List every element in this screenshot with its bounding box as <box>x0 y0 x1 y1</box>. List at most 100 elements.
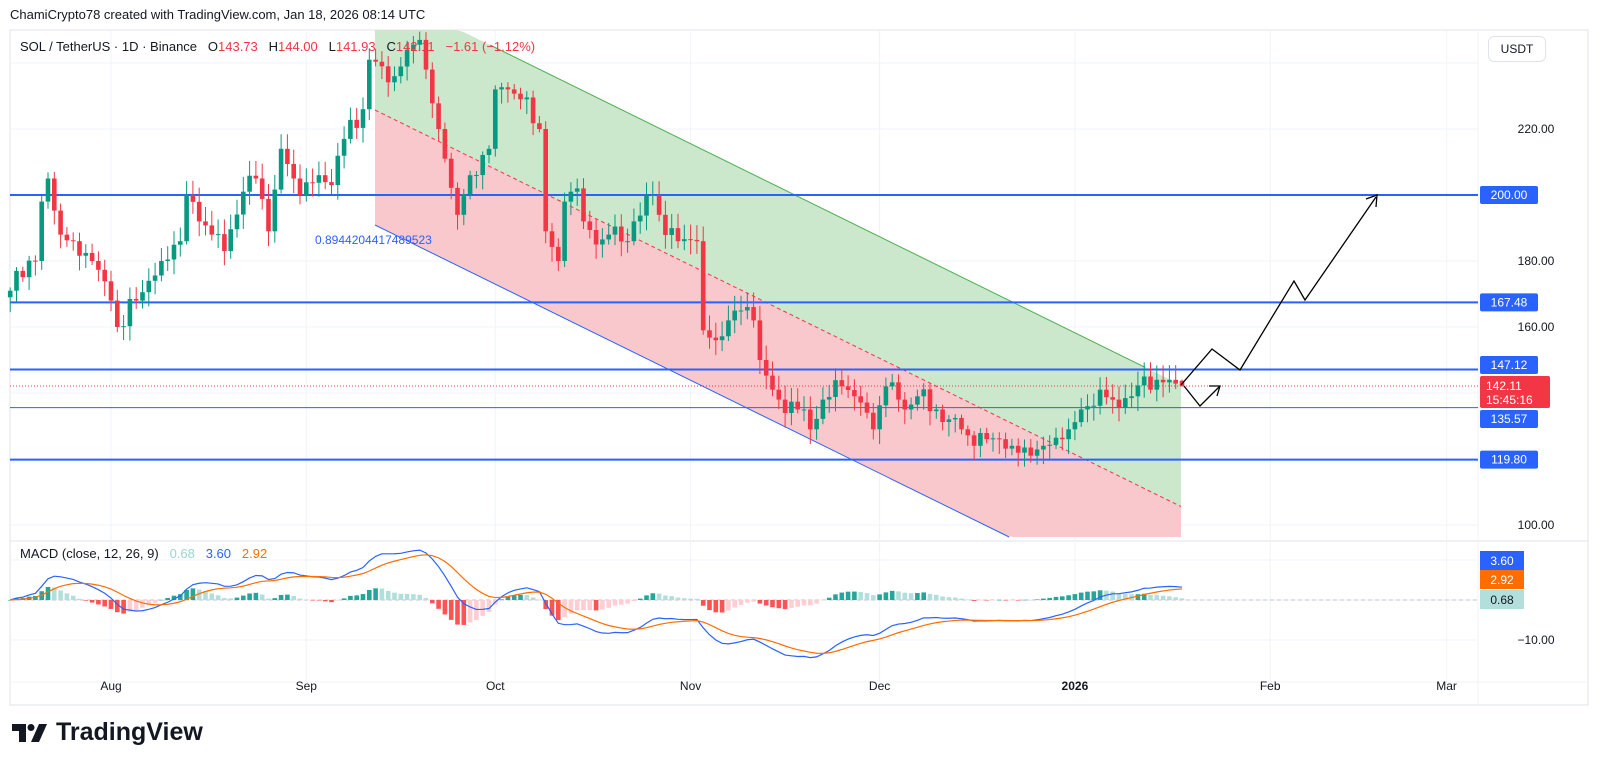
candle-body <box>121 326 126 328</box>
candle-countdown: 15:45:16 <box>1486 393 1533 407</box>
macd-hist-bar <box>448 600 454 620</box>
macd-hist-bar <box>518 594 523 600</box>
symbol-title: SOL / TetherUS · 1D · Binance <box>20 39 198 54</box>
macd-hist-bar <box>1179 598 1185 600</box>
time-tick-label: Mar <box>1436 679 1457 693</box>
macd-hist-bar <box>1028 599 1034 601</box>
candle-body <box>77 241 82 256</box>
projection-path <box>1180 196 1377 386</box>
candle-body <box>52 178 57 211</box>
candle-body <box>316 175 322 183</box>
close-label: C <box>386 39 396 54</box>
candle-body <box>908 404 914 410</box>
currency-button[interactable]: USDT <box>1488 36 1546 62</box>
macd-hist-bar <box>700 600 706 606</box>
macd-hist-bar <box>215 595 221 600</box>
price-tick-label: 180.00 <box>1518 254 1555 268</box>
candle-body <box>379 61 385 67</box>
macd-hist-bar <box>115 600 120 613</box>
candle-body <box>335 155 341 186</box>
candle-body <box>1141 376 1147 386</box>
candle-body <box>436 103 441 129</box>
candle-body <box>1091 405 1097 407</box>
candle-body <box>1060 437 1065 440</box>
time-tick-label: Oct <box>486 679 505 693</box>
candle-body <box>719 336 725 341</box>
macd-hist-bar <box>763 600 769 606</box>
candle-body <box>133 298 139 301</box>
macd-hist-bar <box>637 598 643 600</box>
candle-body <box>637 215 643 222</box>
tradingview-logo[interactable]: TradingView <box>12 718 203 747</box>
macd-hist-bar <box>1060 596 1065 600</box>
macd-hist-bar <box>530 597 536 600</box>
macd-hist-bar <box>770 600 775 608</box>
macd-hist-bar <box>1047 597 1052 600</box>
signal-line <box>10 554 1183 654</box>
candle-body <box>1078 409 1084 423</box>
macd-hist-bar <box>291 595 296 600</box>
hist-value-badge-label: 0.68 <box>1490 593 1514 607</box>
candle-body <box>952 417 958 420</box>
macd-hist-bar <box>58 590 63 600</box>
candle-body <box>965 429 971 436</box>
macd-hist-bar <box>908 593 914 600</box>
macd-hist-bar <box>997 599 1002 601</box>
macd-hist-bar <box>310 600 315 601</box>
macd-hist-bar <box>562 600 567 618</box>
candle-body <box>814 418 819 430</box>
candle-body <box>285 148 290 164</box>
candle-body <box>96 261 101 270</box>
macd-hist-bar <box>354 595 359 600</box>
macd-hist-bar <box>757 600 763 604</box>
macd-hist-bar <box>367 589 372 600</box>
macd-hist-bar <box>1160 595 1166 600</box>
macd-hist-bar <box>171 595 177 600</box>
macd-hist-bar <box>902 592 908 600</box>
candle-body <box>367 59 372 110</box>
macd-hist-bar <box>247 593 252 600</box>
candle-body <box>474 175 479 177</box>
candle-body <box>902 399 908 410</box>
candle-body <box>852 390 857 397</box>
candle-body <box>1110 397 1115 400</box>
macd-hist-bar <box>606 600 611 608</box>
macd-hist-bar <box>209 593 215 600</box>
candle-body <box>915 396 920 405</box>
candle-body <box>102 269 107 282</box>
candle-body <box>871 412 876 430</box>
candle-body <box>1009 445 1015 449</box>
candle-body <box>291 163 296 179</box>
macd-hist-bar <box>436 600 441 609</box>
macd-hist-bar <box>971 600 977 601</box>
chart-frame <box>9 29 1589 706</box>
macd-hist-bar <box>203 591 208 600</box>
macd-hist-bar <box>196 589 202 600</box>
macd-hist-bar <box>600 600 605 610</box>
macd-hist-bar <box>1167 596 1172 600</box>
level-badge <box>1480 186 1538 204</box>
candle-body <box>455 187 460 215</box>
candle-body <box>360 109 366 128</box>
candle-body <box>45 178 51 202</box>
candle-body <box>518 93 523 100</box>
candle-body <box>1047 444 1052 446</box>
candle-body <box>511 89 517 94</box>
macd-hist-bar <box>877 594 882 600</box>
macd-hist-bar <box>285 594 290 600</box>
macd-hist-bar <box>430 600 435 604</box>
time-tick-label: Aug <box>100 679 121 693</box>
candle-body <box>549 231 555 247</box>
candle-body <box>663 214 668 235</box>
level-badge-label: 147.12 <box>1491 358 1528 372</box>
macd-hist-bar <box>253 592 259 600</box>
macd-hist-bar <box>360 594 366 600</box>
pullback-path <box>1183 385 1221 407</box>
candle-body <box>1135 385 1141 397</box>
macd-hist-bar <box>341 598 347 600</box>
candle-body <box>574 188 580 192</box>
candle-body <box>1104 389 1109 398</box>
macd-hist-bar <box>152 600 158 603</box>
candle-body <box>587 221 593 230</box>
